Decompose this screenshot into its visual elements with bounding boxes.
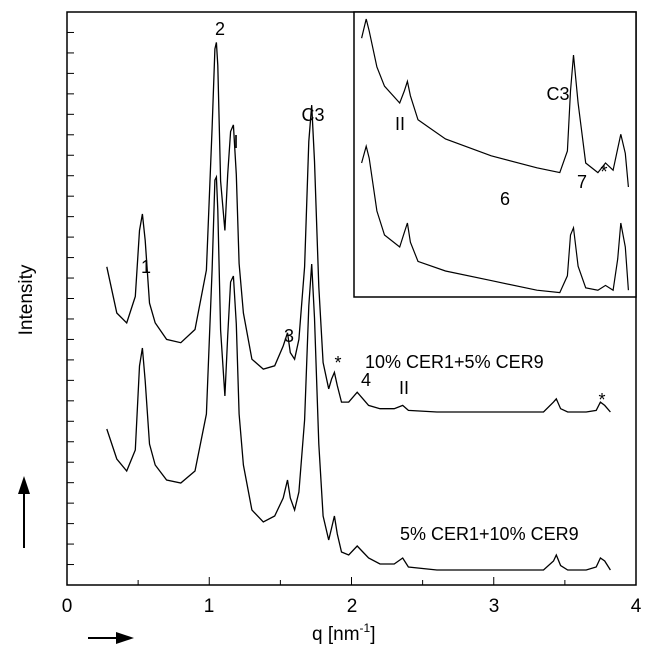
inset-label-7: 7 xyxy=(577,172,587,192)
y-axis-ticks xyxy=(67,11,74,586)
peak-label-2: 2 xyxy=(215,19,225,39)
peak-label-4: 4 xyxy=(361,370,371,390)
x-tick-label-3: 3 xyxy=(489,596,500,617)
peak-label-C3: C3 xyxy=(301,105,324,125)
inset-label-II: II xyxy=(395,114,405,134)
inset-label-C3: C3 xyxy=(546,84,569,104)
peak-label-3: 3 xyxy=(284,326,294,346)
series-line-1 xyxy=(106,174,611,571)
up-arrow-icon xyxy=(18,476,30,548)
series-label-bottom: 5% CER1+10% CER9 xyxy=(400,524,579,544)
x-axis-title-sup: -1 xyxy=(360,621,371,635)
x-tick-label-0: 0 xyxy=(62,596,73,617)
x-tick-label-1: 1 xyxy=(204,596,215,617)
inset-layer xyxy=(361,18,629,294)
x-tick-label-4: 4 xyxy=(631,596,642,617)
x-axis-title-close: ] xyxy=(370,624,375,645)
series-label-top: 10% CER1+5% CER9 xyxy=(365,352,544,372)
peak-label-I: I xyxy=(233,132,238,152)
x-axis-title: q [nm-1] xyxy=(312,621,375,645)
inset-label-star: * xyxy=(600,162,607,182)
series-line-0 xyxy=(106,42,611,413)
inset-frame xyxy=(353,11,637,298)
peak-label-star-a: * xyxy=(334,353,341,373)
x-tick-label-2: 2 xyxy=(347,596,358,617)
y-axis-title: Intensity xyxy=(16,264,37,335)
x-axis-title-main: q [nm xyxy=(312,624,360,645)
inset-label-6: 6 xyxy=(500,189,510,209)
peak-label-1: 1 xyxy=(141,257,151,277)
inset-line-upper xyxy=(361,18,629,188)
peak-label-II: II xyxy=(399,378,409,398)
peak-label-star-b: * xyxy=(598,390,605,410)
inset-line-lower xyxy=(361,143,629,294)
x-axis-ticks xyxy=(66,577,637,585)
series-layer xyxy=(106,42,611,571)
right-arrow-icon xyxy=(88,632,134,644)
